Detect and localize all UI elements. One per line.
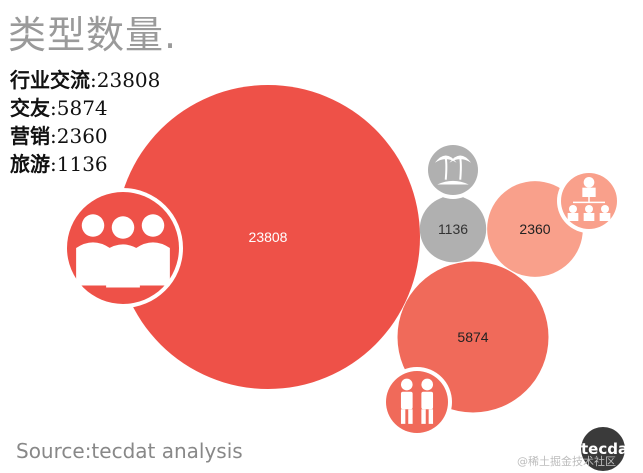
- couple-icon: [382, 367, 452, 437]
- legend-item: 旅游:1136: [10, 150, 160, 178]
- legend-item: 交友:5874: [10, 94, 160, 122]
- palm-beach-icon: [424, 141, 482, 199]
- legend-item: 行业交流:23808: [10, 66, 160, 94]
- legend-item: 营销:2360: [10, 122, 160, 150]
- legend-label: 旅游: [10, 152, 50, 176]
- data-label: 1136: [438, 221, 468, 237]
- data-label: 5874: [457, 329, 488, 345]
- legend-label: 营销: [10, 124, 50, 148]
- bubble-0: [116, 85, 420, 389]
- legend: 行业交流:23808 交友:5874 营销:2360 旅游:1136: [10, 66, 160, 178]
- chart-title: 类型数量.: [8, 13, 178, 57]
- legend-value: :1136: [50, 152, 108, 176]
- watermark: @稀土掘金技术社区: [517, 455, 616, 468]
- data-label: 2360: [519, 221, 550, 237]
- people-group-icon: [63, 188, 183, 308]
- legend-label: 行业交流: [10, 68, 90, 92]
- legend-label: 交友: [10, 96, 50, 120]
- org-chart-icon: [557, 169, 621, 233]
- bubble-3: [419, 195, 487, 263]
- legend-value: :5874: [50, 96, 108, 120]
- legend-value: :23808: [90, 68, 161, 92]
- tecdat-logo: tecdat: [581, 427, 635, 471]
- source-note: Source:tecdat analysis: [16, 439, 243, 463]
- legend-value: :2360: [50, 124, 108, 148]
- data-label: 23808: [249, 229, 288, 245]
